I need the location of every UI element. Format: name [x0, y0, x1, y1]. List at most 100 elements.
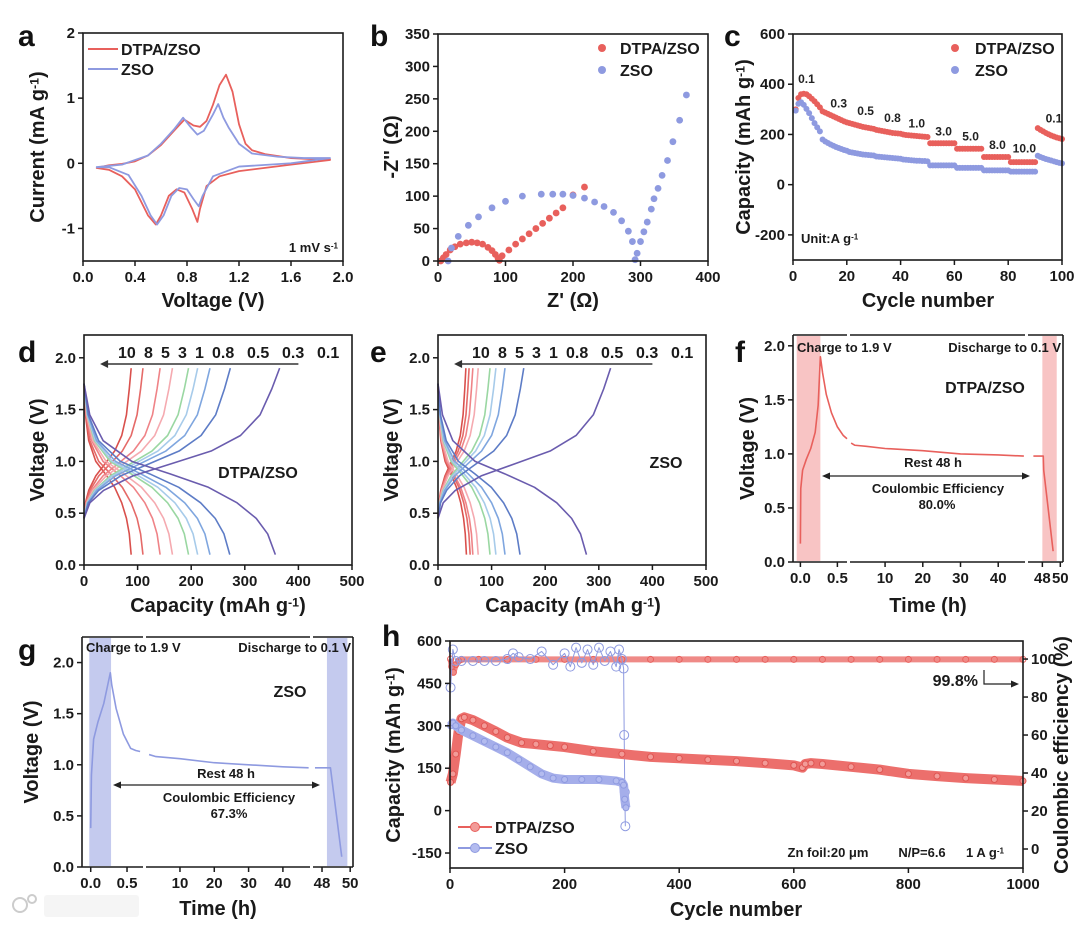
x-tick-label: 30	[952, 570, 969, 587]
legend-label: DTPA/ZSO	[975, 41, 1055, 58]
shaded-interval	[796, 336, 821, 561]
charge-label: Charge to 1.9 V	[797, 340, 892, 355]
rate-label: 1	[195, 345, 204, 362]
voltage-curve	[1033, 455, 1054, 552]
eis-point	[456, 240, 464, 248]
ce-point	[761, 655, 769, 663]
capacity-point	[526, 763, 534, 771]
x-axis-label: Time (h)	[889, 595, 966, 617]
x-tick-label: 10	[172, 875, 189, 892]
ce-point	[619, 730, 630, 741]
legend-marker	[951, 44, 959, 52]
eis-point	[669, 138, 677, 146]
capacity-point	[962, 774, 970, 782]
ce-point	[990, 655, 998, 663]
rate-label: 0.5	[601, 345, 623, 362]
eis-point	[600, 203, 608, 210]
legend-marker	[598, 44, 606, 52]
charge-label: Charge to 1.9 V	[86, 640, 181, 655]
scan-rate-annotation: 1 mV s-1	[289, 240, 339, 255]
capacity-point	[1005, 154, 1012, 161]
x-tick-label: 0.4	[125, 269, 147, 286]
y-tick-label: 2.0	[53, 655, 74, 672]
x-axis-label: Cycle number	[862, 290, 994, 312]
y-axis-label: Current (mA g-1)	[27, 71, 49, 222]
charge-curve	[83, 367, 232, 519]
x-tick-label: 400	[640, 573, 665, 590]
eis-point	[559, 190, 567, 198]
x-tick-label: 48	[314, 875, 331, 892]
rate-label: 10.0	[1013, 142, 1037, 156]
eis-point	[498, 252, 506, 260]
shaded-interval	[1042, 336, 1057, 561]
x-tick-label: 1000	[1006, 876, 1039, 893]
capacity-point	[811, 120, 818, 127]
eis-point	[468, 238, 476, 246]
y-tick-label: 1.5	[53, 706, 74, 723]
sample-label: DTPA/ZSO	[945, 380, 1025, 397]
capacity-point	[469, 716, 477, 724]
plot-frame	[449, 640, 1024, 869]
y-tick-label: 2.0	[409, 350, 430, 367]
capacity-point	[808, 115, 815, 122]
rate-label: 10	[472, 345, 490, 362]
rate-label: 0.3	[830, 96, 847, 110]
rate-label: 8	[498, 345, 507, 362]
x-tick-label: 40	[892, 268, 909, 285]
y-tick-label: 0.5	[55, 505, 76, 522]
discharge-curve	[437, 383, 506, 555]
ce-line-zso	[450, 647, 626, 827]
y-axis-label-superscript: -1	[733, 66, 747, 77]
sample-label: ZSO	[274, 684, 307, 701]
x-axis-label-text: )	[654, 595, 661, 617]
y-tick-label: 150	[405, 156, 430, 173]
panel-letter: b	[370, 20, 388, 53]
rate-label: 0.8	[884, 111, 901, 125]
discharge-curve	[437, 383, 521, 555]
y-axis-label: Voltage (V)	[381, 399, 403, 502]
rate-label: 0.8	[566, 345, 588, 362]
y-tick-label: 350	[405, 26, 430, 43]
x-tick-label: 48	[1034, 570, 1051, 587]
x-tick-label: 80	[1000, 268, 1017, 285]
ce-point	[479, 655, 490, 666]
y-tick-label: 1.0	[55, 453, 76, 470]
legend-label: DTPA/ZSO	[121, 42, 201, 59]
arrowhead-left-icon	[822, 472, 830, 480]
capacity-point	[806, 110, 813, 117]
eis-point	[502, 197, 509, 205]
ce-point	[502, 654, 513, 665]
y-tick-label: 0.0	[53, 859, 74, 876]
x-axis-label: Time (h)	[179, 898, 256, 920]
y-tick-label: 450	[417, 675, 442, 692]
ce-point	[475, 655, 483, 663]
x-axis-label: Capacity (mAh g-1)	[130, 595, 306, 617]
rate-label: 0.5	[857, 104, 874, 118]
y-tick-label: -200	[755, 227, 785, 244]
arrowhead-right-icon	[1022, 472, 1030, 480]
x-tick-label: 200	[179, 573, 204, 590]
ce-point	[933, 655, 941, 663]
ce-band-dtpa-zso	[447, 656, 1023, 676]
panel-e-gcd-chart: 10 8 5 3 1 0.8 0.5 0.3 0.1 ZSO 0 100 200 300 400 500 0.0…	[381, 334, 719, 617]
eis-point	[676, 116, 684, 124]
eis-point	[549, 190, 557, 198]
eis-point	[537, 190, 545, 198]
x-tick-label: 300	[232, 573, 257, 590]
capacity-point	[792, 107, 799, 114]
capacity-point	[924, 133, 931, 140]
ce-annotation: 99.8%	[933, 673, 978, 690]
rate-label: 0.8	[212, 345, 234, 362]
eis-point	[545, 214, 553, 222]
coulombic-efficiency-value: 80.0%	[919, 497, 956, 512]
capacity-point	[612, 777, 620, 785]
capacity-point	[675, 754, 683, 762]
charge-curve	[83, 368, 174, 519]
x-axis-label: Z' (Ω)	[547, 290, 599, 312]
rest-label: Rest 48 h	[904, 455, 962, 470]
ce-point	[616, 654, 627, 665]
eis-point	[525, 230, 533, 238]
legend-label: ZSO	[975, 63, 1008, 80]
voltage-curve	[148, 753, 309, 769]
capacity-point	[704, 756, 712, 764]
